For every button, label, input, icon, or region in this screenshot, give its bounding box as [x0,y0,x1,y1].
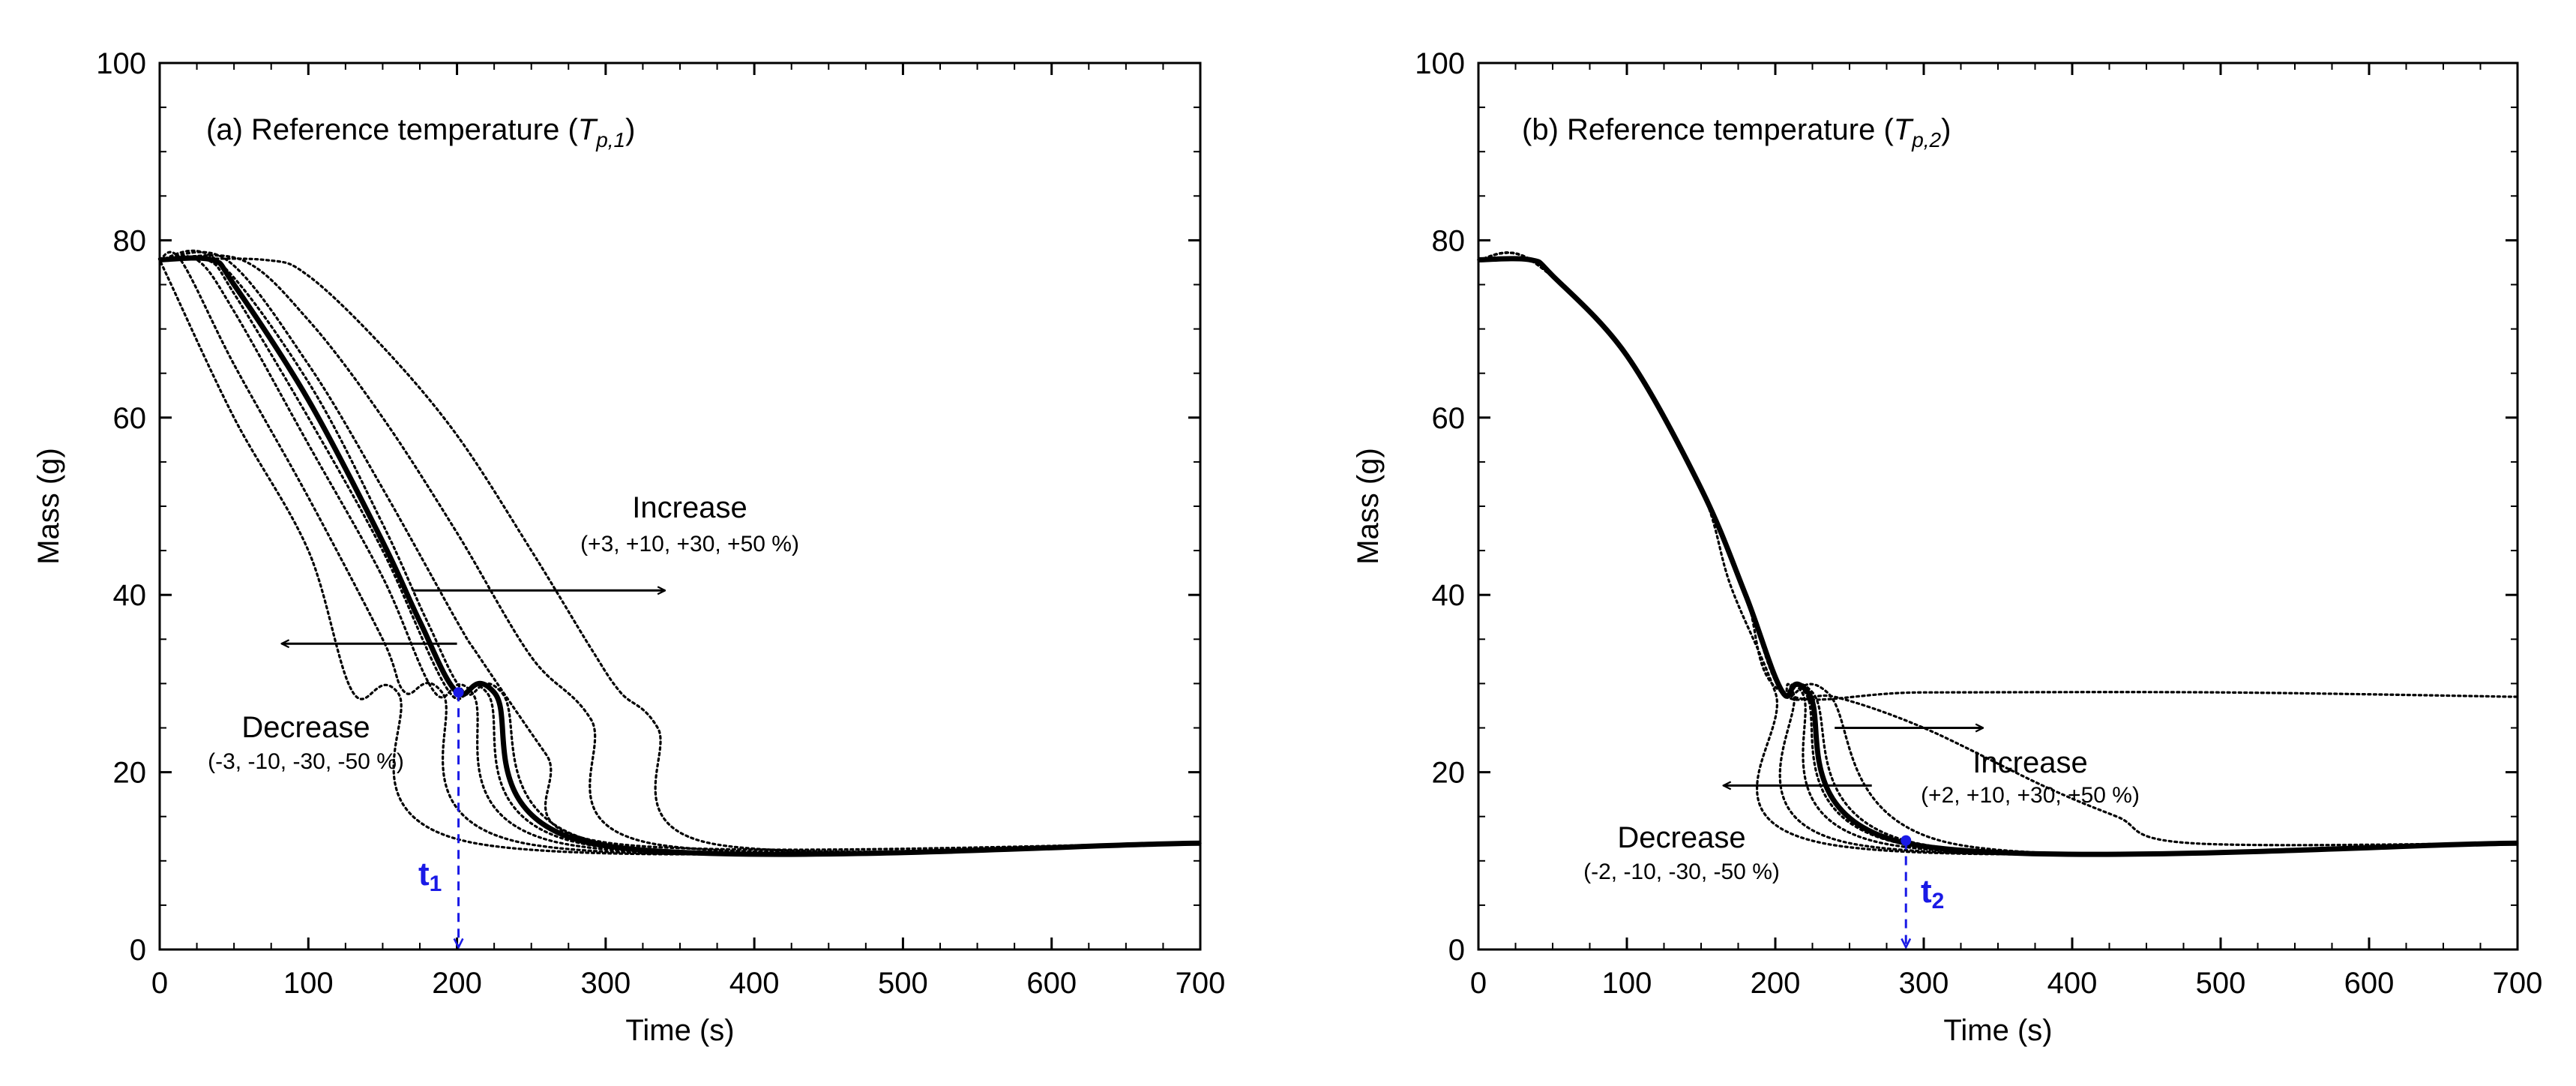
panel-title: (b) Reference temperature (Tp,2) [1522,113,1951,152]
increase-detail: (+3, +10, +30, +50 %) [580,532,799,556]
x-tick-label: 700 [2493,967,2543,1000]
series-group [157,249,1202,946]
time-marker-label: t2 [1921,873,1944,914]
decrease-label: Decrease [241,711,370,744]
axis-ticks: 0 100 200 300 400 500 600 700 0 20 40 60 80 100 [1415,47,2542,1000]
x-tick-label: 100 [283,967,334,1000]
time-marker-point [1901,835,1912,846]
y-tick-label: 0 [130,934,146,967]
decrease-detail: (-3, -10, -30, -50 %) [208,749,404,774]
y-axis-label: Mass (g) [1352,448,1385,565]
y-axis-label: Mass (g) [32,448,65,565]
y-tick-label: 80 [1432,224,1466,257]
x-tick-label: 100 [1602,967,1652,1000]
increase-label: Increase [1972,746,2087,779]
x-tick-label: 200 [432,967,482,1000]
x-axis-label: Time (s) [625,1014,734,1047]
decrease-detail: (-2, -10, -30, -50 %) [1583,860,1780,884]
panel-title: (a) Reference temperature (Tp,1) [206,113,635,152]
reference-series-line [1478,256,2518,857]
y-tick-label: 100 [96,47,146,80]
plot-frame [1477,62,2519,951]
series-line-increase-30- [158,254,1202,854]
x-tick-label: 0 [151,967,168,1000]
series-line-increase-50- [158,257,1202,854]
y-tick-label: 60 [113,402,147,435]
x-tick-label: 600 [1026,967,1077,1000]
x-axis-label: Time (s) [1943,1014,2052,1047]
x-tick-label: 600 [2344,967,2395,1000]
x-tick-label: 300 [580,967,631,1000]
y-tick-label: 100 [1415,47,1465,80]
x-tick-label: 0 [1470,967,1487,1000]
x-tick-label: 500 [878,967,928,1000]
x-tick-label: 500 [2196,967,2246,1000]
y-tick-label: 40 [1432,579,1466,612]
increase-detail: (+2, +10, +30, +50 %) [1921,783,2140,808]
increase-label: Increase [632,491,747,524]
series-line-increase-10- [158,250,1202,851]
panel-b: 0 100 200 300 400 500 600 700 0 20 40 60 80 100 (b) R… [1352,47,2542,1047]
time-marker-label: t1 [418,856,442,896]
y-tick-label: 20 [113,757,147,790]
x-tick-label: 400 [2047,967,2098,1000]
x-tick-label: 400 [729,967,780,1000]
series-line-increase-50- [1477,251,2519,701]
series-group [1477,251,2519,946]
panel-a: 0 100 200 300 400 500 600 700 0 20 40 60 80 100 (a) R… [32,47,1225,1047]
decrease-label: Decrease [1617,821,1745,854]
x-tick-label: 700 [1176,967,1226,1000]
y-tick-label: 80 [113,224,147,257]
x-tick-label: 300 [1899,967,1949,1000]
y-tick-label: 0 [1448,934,1465,967]
x-tick-label: 200 [1751,967,1801,1000]
y-tick-label: 40 [113,579,147,612]
y-tick-label: 60 [1432,402,1466,435]
reference-series-line [159,255,1201,857]
time-marker-point [453,687,464,698]
y-tick-label: 20 [1432,757,1466,790]
